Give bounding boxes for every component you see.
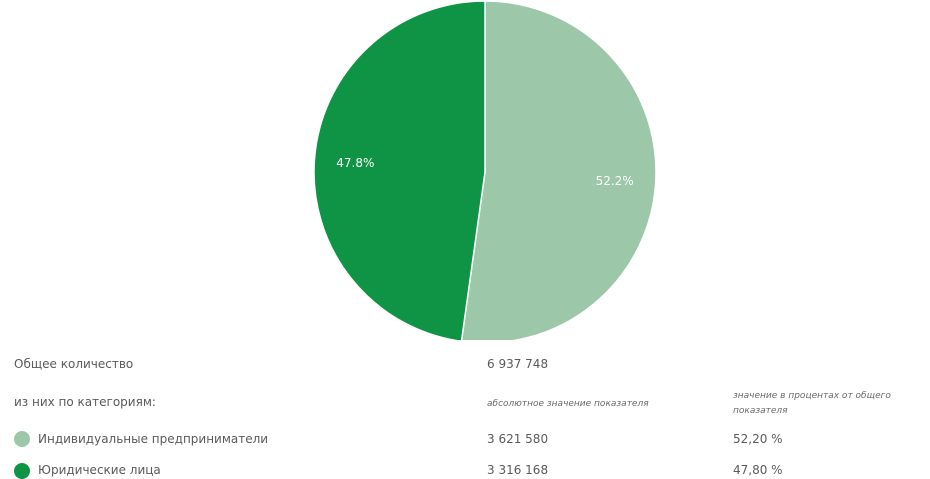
row-abs-ip: 3 621 580	[487, 432, 549, 446]
pie-label-1: 47.8%	[336, 156, 374, 170]
pie-slice-1	[313, 0, 486, 340]
row-label-ip: Индивидуальные предприниматели	[38, 432, 269, 446]
row-pct-ul: 47,80 %	[733, 463, 783, 477]
row-pct-ip: 52,20 %	[733, 432, 783, 446]
pie-slice-0	[460, 0, 657, 340]
total-label: Общее количество	[14, 357, 134, 371]
abs-value-header: абсолютное значение показателя	[487, 399, 649, 409]
pct-value-header: значение в процентах от общего показател…	[733, 391, 891, 416]
pie-label-0: 52.2%	[596, 174, 634, 188]
pie-chart: 52.2% 47.8%	[313, 0, 657, 340]
row-abs-ul: 3 316 168	[487, 463, 549, 477]
legend-dot-ip	[14, 431, 30, 447]
by-category-label: из них по категориям:	[14, 395, 156, 409]
row-label-ul: Юридические лица	[38, 463, 161, 477]
total-value: 6 937 748	[487, 357, 549, 371]
legend-dot-ul	[14, 463, 30, 479]
